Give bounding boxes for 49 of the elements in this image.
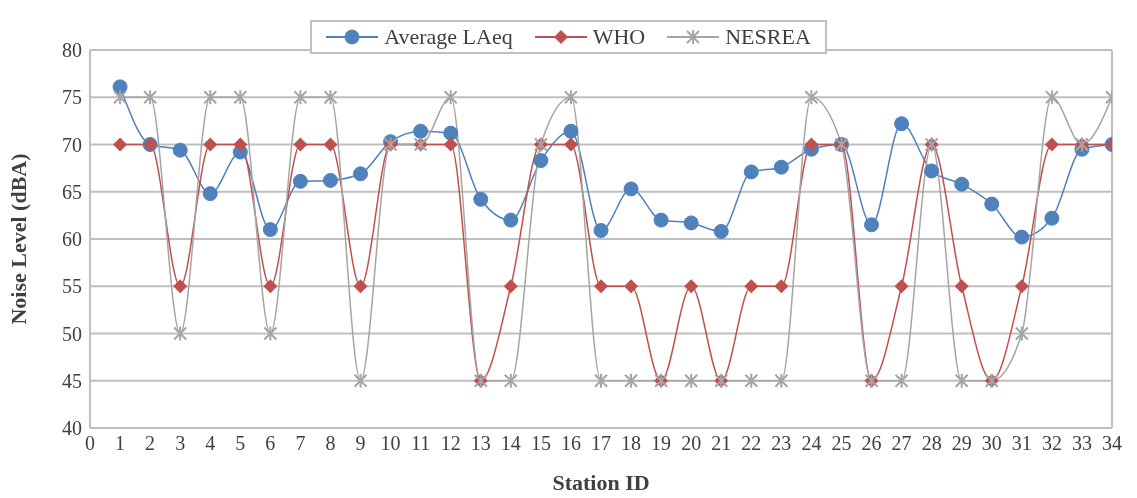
x-tick-label: 23: [771, 432, 792, 455]
x-tick-label: 20: [681, 432, 702, 455]
x-tick-label: 27: [891, 432, 912, 455]
y-tick-label: 45: [62, 369, 82, 392]
x-tick-label: 18: [621, 432, 642, 455]
y-tick-label: 60: [62, 228, 82, 251]
x-tick-label: 13: [470, 432, 491, 455]
y-tick-label: 70: [62, 133, 82, 156]
x-axis-title: Station ID: [552, 470, 650, 495]
x-tick-label: 1: [115, 432, 126, 455]
x-tick-label: 17: [591, 432, 611, 455]
x-tick-label: 14: [500, 432, 521, 455]
x-tick-label: 3: [175, 432, 186, 455]
x-tick-label: 24: [801, 432, 822, 455]
x-tick-label: 16: [560, 432, 581, 455]
y-tick-label: 55: [62, 275, 82, 298]
x-tick-label: 32: [1041, 432, 1062, 455]
x-tick-label: 0: [85, 432, 95, 455]
x-tick-label: 30: [981, 432, 1002, 455]
y-axis-title: Noise Level (dBA): [5, 153, 31, 325]
x-tick-label: 12: [440, 432, 461, 455]
y-tick-label: 50: [62, 322, 82, 345]
legend-label: Average LAeq: [383, 24, 513, 50]
legend-label: NESREA: [724, 24, 811, 50]
x-tick-label: 22: [741, 432, 762, 455]
x-tick-label: 10: [380, 432, 401, 455]
x-tick-label: 19: [651, 432, 672, 455]
y-tick-label: 40: [62, 417, 82, 440]
x-tick-label: 29: [951, 432, 972, 455]
y-tick-label: 80: [62, 39, 82, 62]
x-tick-label: 25: [831, 432, 852, 455]
legend-label: WHO: [591, 24, 646, 50]
x-tick-label: 11: [411, 432, 431, 455]
x-tick-label: 7: [295, 432, 306, 455]
x-tick-label: 33: [1071, 432, 1092, 455]
x-tick-label: 5: [235, 432, 246, 455]
x-tick-label: 4: [205, 432, 216, 455]
y-tick-label: 75: [62, 86, 82, 109]
x-tick-label: 2: [145, 432, 156, 455]
x-tick-label: 9: [355, 432, 366, 455]
x-tick-label: 21: [711, 432, 732, 455]
x-tick-label: 31: [1011, 432, 1032, 455]
x-tick-label: 26: [861, 432, 882, 455]
x-tick-label: 8: [325, 432, 336, 455]
x-tick-label: 28: [921, 432, 942, 455]
x-tick-label: 6: [265, 432, 276, 455]
x-tick-label: 15: [530, 432, 551, 455]
y-tick-label: 65: [62, 180, 82, 203]
x-tick-label: 34: [1102, 432, 1122, 455]
